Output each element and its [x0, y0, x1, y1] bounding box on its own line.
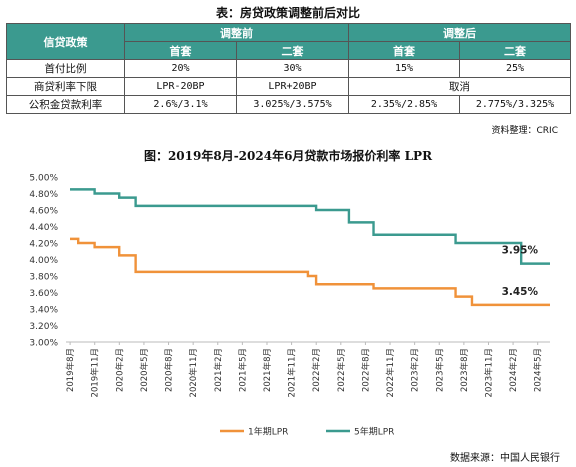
lpr-line-chart: 3.00% 3.20% 3.40% 3.60% 3.80% 4.00% 4.20% 4.40%… [29, 174, 550, 438]
x-tick-label: 2021年5月 [237, 348, 248, 392]
x-tick-label: 2021年2月 [213, 348, 224, 392]
x-tick-label: 2021年11月 [287, 348, 298, 397]
subheader-first-home-after: 首套 [348, 41, 460, 60]
y-tick-label: 3.40% [29, 306, 58, 316]
x-tick-label: 2022年8月 [360, 348, 371, 392]
chart-source-note: 数据来源：中国人民银行 [450, 453, 560, 464]
table-cell: LPR+20BP [236, 77, 349, 96]
x-tick-label: 2020年11月 [188, 348, 199, 397]
table-cell: 2.775%/3.325% [459, 95, 571, 114]
y-tick-label: 4.20% [29, 240, 58, 250]
x-tick-label: 2023年2月 [410, 348, 421, 392]
y-tick-label: 5.00% [29, 174, 58, 184]
y-tick-label: 4.80% [29, 190, 58, 200]
chart-title: 图：2019年8月-2024年6月贷款市场报价利率 LPR [143, 149, 433, 163]
series-line-0 [70, 237, 550, 307]
x-tick-label: 2024年5月 [533, 348, 544, 392]
x-tick-label: 2023年11月 [483, 348, 494, 397]
table-cell: 20% [124, 59, 237, 78]
table-cell: 15% [348, 59, 460, 78]
table-cell: LPR-20BP [124, 77, 237, 96]
policy-comparison-table: 信贷政策 调整前 调整后 首套 二套 首套 二套 首付比例 20% 30% 15… [6, 23, 571, 114]
table-row: 商贷利率下限 LPR-20BP LPR+20BP 取消 [6, 77, 571, 96]
table-row: 首付比例 20% 30% 15% 25% [6, 59, 571, 78]
table-title: 表：房贷政策调整前后对比 [215, 6, 360, 20]
table-row: 公积金贷款利率 2.6%/3.1% 3.025%/3.575% 2.35%/2.… [6, 95, 571, 114]
y-tick-label: 3.60% [29, 289, 58, 299]
x-tick-label: 2019年11月 [90, 348, 101, 397]
header-credit-policy: 信贷政策 [6, 23, 125, 60]
x-tick-label: 2022年11月 [385, 348, 396, 397]
y-tick-label: 4.60% [29, 207, 58, 217]
table-cell: 3.025%/3.575% [236, 95, 349, 114]
row-label: 首付比例 [6, 59, 125, 78]
table-cell: 2.35%/2.85% [348, 95, 460, 114]
table-cell: 取消 [348, 77, 571, 96]
table-header-row: 信贷政策 调整前 调整后 [6, 23, 571, 60]
table-cell: 2.6%/3.1% [124, 95, 237, 114]
header-before-adjustment: 调整前 [124, 23, 349, 42]
legend-label: 5年期LPR [354, 426, 394, 438]
legend-label: 1年期LPR [248, 426, 288, 438]
x-tick-label: 2022年5月 [336, 348, 347, 392]
subheader-second-home-before: 二套 [236, 41, 349, 60]
x-tick-label: 2020年2月 [114, 348, 125, 392]
x-tick-label: 2023年5月 [434, 348, 445, 392]
y-tick-label: 3.80% [29, 273, 58, 283]
y-tick-label: 4.00% [29, 256, 58, 266]
subheader-second-home-after: 二套 [459, 41, 571, 60]
x-tick-label: 2019年8月 [65, 348, 76, 392]
subheader-first-home-before: 首套 [124, 41, 237, 60]
series-line-1 [70, 188, 550, 265]
table-cell: 25% [459, 59, 571, 78]
table-subheader-row: 首套 二套 首套 二套 [7, 41, 571, 60]
x-tick-label: 2021年8月 [262, 348, 273, 392]
x-tick-label: 2023年8月 [459, 348, 470, 392]
x-tick-label: 2024年2月 [508, 348, 519, 392]
y-tick-label: 3.00% [29, 339, 58, 349]
y-tick-label: 3.20% [29, 322, 58, 332]
y-tick-label: 4.40% [29, 223, 58, 233]
x-tick-label: 2022年2月 [311, 348, 322, 392]
x-tick-label: 2020年8月 [164, 348, 175, 392]
series-end-label: 3.45% [502, 286, 539, 298]
table-cell: 30% [236, 59, 349, 78]
header-after-adjustment: 调整后 [348, 23, 571, 42]
x-tick-label: 2020年5月 [139, 348, 150, 392]
row-label: 公积金贷款利率 [6, 95, 125, 114]
series-end-label: 3.95% [502, 245, 539, 257]
table-source-note: 资料整理：CRIC [491, 126, 558, 136]
row-label: 商贷利率下限 [6, 77, 125, 96]
